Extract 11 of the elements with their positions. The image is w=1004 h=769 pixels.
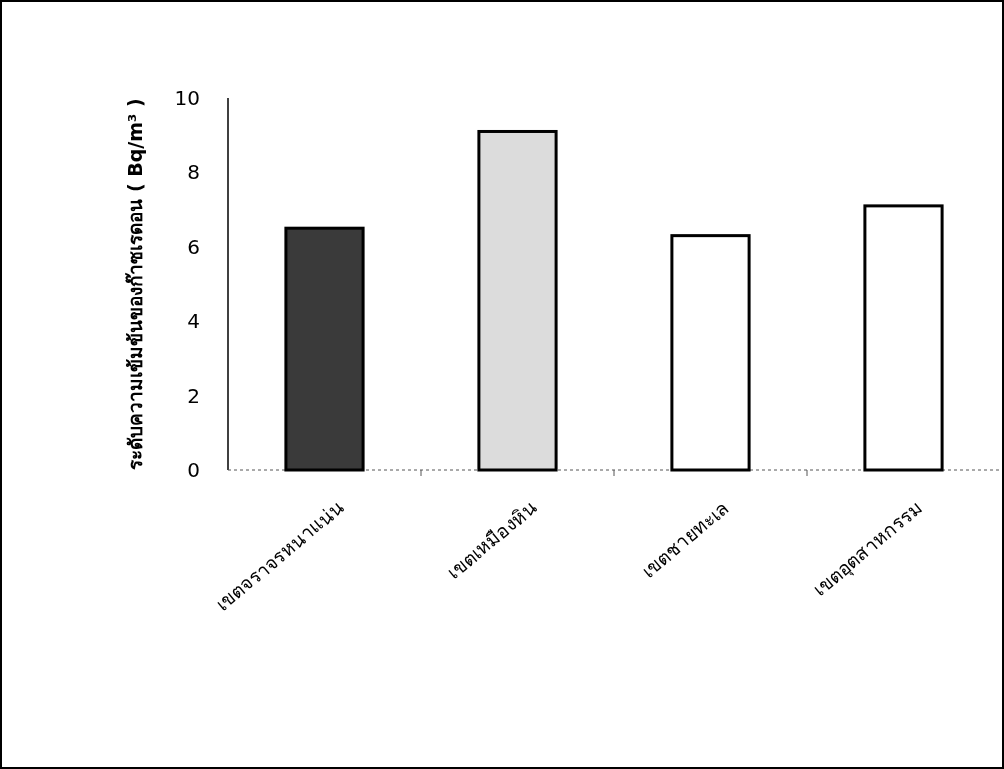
- bar: [670, 234, 751, 472]
- y-tick-label: 6: [187, 234, 200, 259]
- y-tick-label: 2: [187, 383, 200, 408]
- y-tick-label: 0: [187, 458, 200, 482]
- y-tick-label: 8: [187, 160, 200, 185]
- bar: [863, 204, 944, 472]
- bar: [477, 129, 558, 472]
- y-tick-label: 10: [174, 86, 200, 110]
- y-axis-title: ระดับความเข้มข้นของก๊าซเรดอน ( Bq/m³ ): [124, 98, 146, 470]
- y-tick-label: 4: [187, 309, 200, 334]
- bar: [284, 226, 365, 472]
